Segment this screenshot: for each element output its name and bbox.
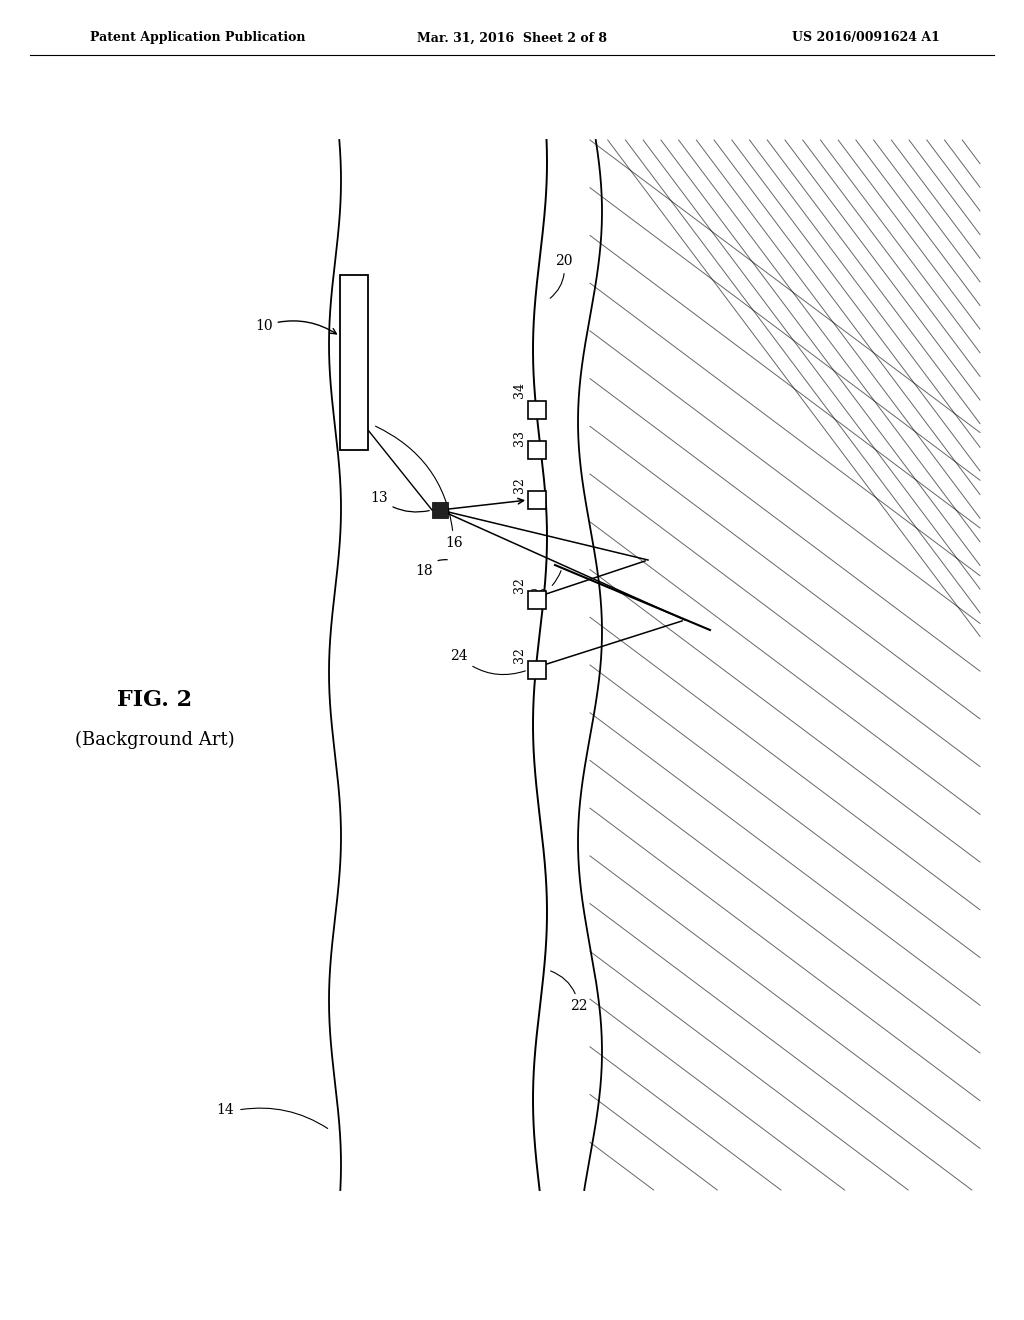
Text: 32: 32	[513, 477, 526, 492]
Bar	[528, 441, 546, 459]
Text: Mar. 31, 2016  Sheet 2 of 8: Mar. 31, 2016 Sheet 2 of 8	[417, 32, 607, 45]
Bar	[528, 661, 546, 678]
Text: 20: 20	[550, 253, 572, 298]
Text: Patent Application Publication: Patent Application Publication	[90, 32, 305, 45]
Text: US 2016/0091624 A1: US 2016/0091624 A1	[793, 32, 940, 45]
Text: 32: 32	[513, 577, 526, 593]
Text: 18: 18	[415, 560, 447, 578]
Text: 34: 34	[513, 381, 526, 399]
Text: 24: 24	[450, 649, 525, 675]
Bar	[528, 591, 546, 609]
Text: 32: 32	[513, 647, 526, 663]
Bar	[432, 502, 449, 517]
Text: 16: 16	[376, 426, 463, 550]
Text: 30: 30	[530, 570, 561, 603]
Text: 13: 13	[370, 491, 429, 512]
Bar	[340, 275, 368, 450]
Text: (Background Art): (Background Art)	[75, 731, 234, 750]
Bar	[528, 401, 546, 418]
Text: 22: 22	[551, 972, 588, 1012]
Text: 14: 14	[216, 1104, 233, 1117]
Text: 10: 10	[255, 319, 336, 334]
Bar	[528, 491, 546, 510]
Text: 33: 33	[513, 430, 526, 446]
Text: FIG. 2: FIG. 2	[118, 689, 193, 711]
